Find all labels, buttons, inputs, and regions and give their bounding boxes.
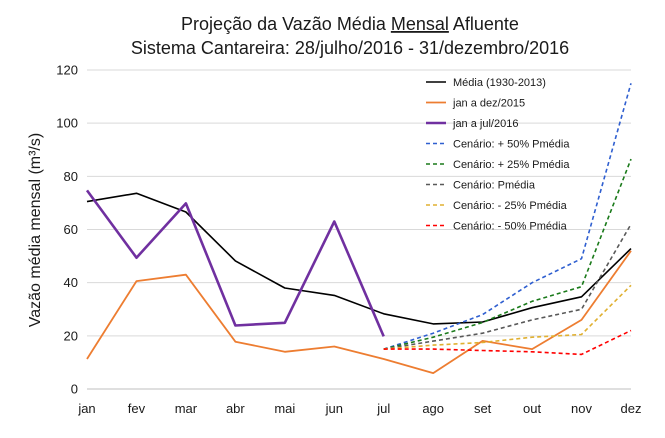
y-axis-label: Vazão média mensal (m³/s) <box>27 133 44 327</box>
x-tick-label: jan <box>77 401 95 416</box>
grid-lines <box>87 69 631 337</box>
y-tick-label: 120 <box>56 63 78 78</box>
series-line-0 <box>86 192 632 325</box>
legend-entry: Cenário: Pmédia <box>453 180 536 192</box>
chart-title-line1: Projeção da Vazão Média Mensal Afluente <box>181 14 519 34</box>
series-line-4 <box>383 158 632 350</box>
series-line-6 <box>383 284 632 350</box>
series-line-3 <box>383 83 632 350</box>
series-lines <box>85 83 632 375</box>
y-tick-label: 40 <box>64 275 78 290</box>
legend-entry: jan a jul/2016 <box>452 118 518 130</box>
x-tick-label: ago <box>422 401 444 416</box>
legend-entry: Média (1930-2013) <box>453 77 546 89</box>
x-tick-label: jul <box>376 401 390 416</box>
series-line-1 <box>86 250 632 375</box>
y-tick-label: 100 <box>56 116 78 131</box>
y-tick-label: 0 <box>71 382 78 397</box>
x-tick-label: abr <box>226 401 245 416</box>
legend-entry: Cenário: + 25% Pmédia <box>453 159 570 171</box>
x-tick-label: dez <box>621 401 642 416</box>
legend-entry: jan a dez/2015 <box>452 98 525 110</box>
legend-entry: Cenário: - 25% Pmédia <box>453 200 568 212</box>
x-tick-label: nov <box>571 401 592 416</box>
x-tick-label: set <box>474 401 492 416</box>
axes: 0 20 40 60 80 100 120 jan fev mar abr mai jun jul ago s… <box>56 63 641 417</box>
legend-entry: Cenário: - 50% Pmédia <box>453 221 568 233</box>
x-tick-label: mai <box>274 401 295 416</box>
x-tick-label: mar <box>175 401 198 416</box>
y-tick-label: 20 <box>64 328 78 343</box>
chart-title-line2: Sistema Cantareira: 28/julho/2016 - 31/d… <box>131 38 569 58</box>
x-tick-label: out <box>523 401 541 416</box>
legend: Média (1930-2013) jan a dez/2015 jan a jul… <box>426 77 570 233</box>
y-tick-label: 80 <box>64 169 78 184</box>
series-line-5 <box>383 223 632 350</box>
x-tick-label: jun <box>325 401 343 416</box>
legend-entry: Cenário: + 50% Pmédia <box>453 139 570 151</box>
series-line-2 <box>85 189 385 337</box>
x-tick-label: fev <box>128 401 146 416</box>
y-tick-label: 60 <box>64 222 78 237</box>
